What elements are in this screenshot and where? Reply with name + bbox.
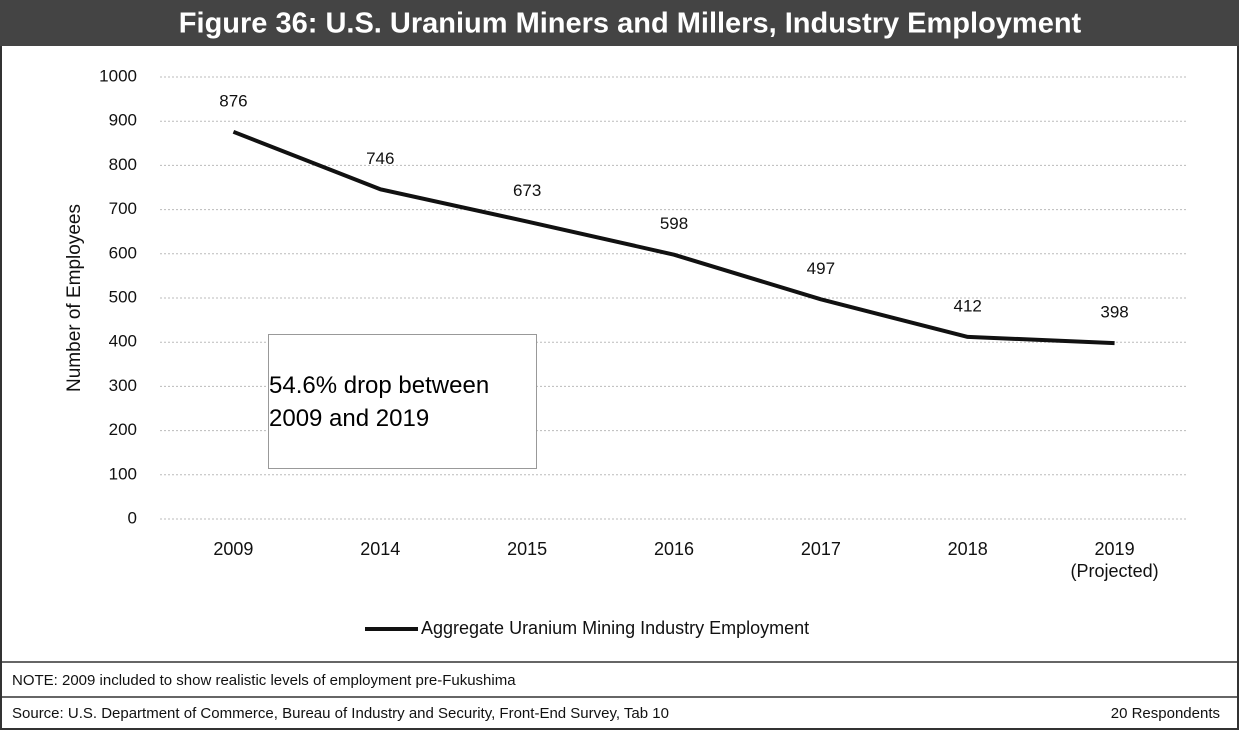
y-tick-label: 600: [109, 243, 137, 262]
x-tick-label: 2016: [653, 539, 695, 559]
data-label: 497: [807, 259, 835, 278]
y-tick-label: 300: [109, 376, 137, 395]
title-banner: [0, 0, 1239, 46]
x-tick-label: 2009: [213, 539, 254, 559]
legend-label: Aggregate Uranium Mining Industry Employ…: [421, 618, 809, 638]
y-axis-label: Number of Employees: [64, 204, 85, 392]
y-tick-label: 0: [128, 508, 137, 527]
note: NOTE: 2009 included to show realistic le…: [12, 672, 516, 689]
chart-title: Figure 36: U.S. Uranium Miners and Mille…: [179, 8, 1082, 40]
respondents: 20 Respondents: [1111, 705, 1220, 722]
annotation: 54.6% drop between 2009 and 2019: [268, 334, 537, 469]
data-label: 398: [1100, 303, 1128, 322]
y-tick-label: 200: [109, 420, 137, 439]
x-tick-label: 2019 (Projected): [1070, 539, 1159, 581]
y-tick-label: 1000: [99, 66, 137, 85]
y-tick-label: 700: [109, 199, 137, 218]
y-tick-label: 900: [109, 111, 137, 130]
y-tick-label: 500: [109, 287, 137, 306]
data-label: 598: [660, 214, 688, 233]
x-tick-label: 2017: [800, 539, 841, 559]
series-line: [232, 129, 1115, 346]
x-tick-label: 2015: [507, 539, 548, 559]
x-tick-label: 2014: [360, 539, 401, 559]
y-tick-label: 400: [109, 332, 137, 351]
data-label: 673: [513, 181, 541, 200]
y-tick-label: 100: [109, 464, 137, 483]
y-tick-label: 800: [109, 155, 137, 174]
x-tick-label: 2018: [947, 539, 988, 559]
data-label: 412: [954, 296, 982, 315]
data-label: 746: [366, 149, 394, 168]
data-label: 876: [219, 91, 247, 110]
source: Source: U.S. Department of Commerce, Bur…: [12, 705, 669, 722]
